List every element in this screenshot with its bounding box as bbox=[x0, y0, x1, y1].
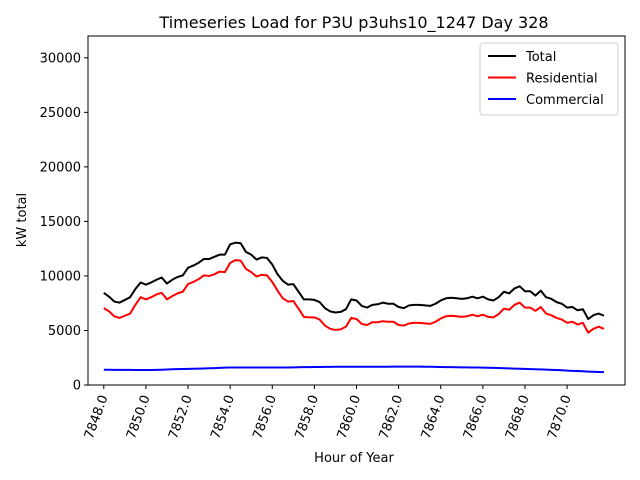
series-line-commercial bbox=[103, 365, 604, 374]
y-tick-label: 25000 bbox=[40, 106, 81, 121]
x-tick-label: 7868.0 bbox=[503, 393, 533, 441]
y-axis-title: kW total bbox=[15, 193, 30, 247]
x-tick-label: 7864.0 bbox=[419, 393, 449, 441]
x-tick-label: 7866.0 bbox=[461, 393, 491, 441]
legend-box bbox=[479, 42, 619, 116]
legend-label-residential: Residential bbox=[526, 72, 598, 87]
y-tick-label: 10000 bbox=[40, 269, 81, 284]
legend: Total Residential Commercial bbox=[479, 42, 619, 116]
x-tick-label: 7852.0 bbox=[166, 393, 196, 441]
series-layer bbox=[103, 241, 605, 374]
x-axis-title: Hour of Year bbox=[314, 451, 394, 466]
x-tick-label: 7862.0 bbox=[377, 393, 407, 441]
series-line-residential bbox=[103, 259, 605, 334]
legend-label-commercial: Commercial bbox=[526, 93, 604, 108]
x-tick-label: 7858.0 bbox=[292, 393, 322, 441]
y-axis: 0 5000 10000 15000 20000 25000 30000 bbox=[40, 51, 88, 394]
x-tick-label: 7848.0 bbox=[82, 393, 112, 441]
chart-title: Timeseries Load for P3U p3uhs10_1247 Day… bbox=[158, 13, 548, 33]
legend-label-total: Total bbox=[525, 50, 556, 65]
y-tick-label: 15000 bbox=[40, 215, 81, 230]
series-line-total bbox=[103, 241, 605, 321]
y-tick-label: 30000 bbox=[40, 51, 81, 66]
x-tick-label: 7860.0 bbox=[335, 393, 365, 441]
y-tick-label: 0 bbox=[73, 379, 81, 394]
x-axis: 7848.0 7850.0 7852.0 7854.0 7856.0 7858.0 7860… bbox=[82, 385, 575, 441]
x-tick-label: 7856.0 bbox=[250, 393, 280, 441]
x-tick-label: 7870.0 bbox=[545, 393, 575, 441]
y-tick-label: 20000 bbox=[40, 160, 81, 175]
x-tick-label: 7854.0 bbox=[208, 393, 238, 441]
x-tick-label: 7850.0 bbox=[124, 393, 154, 441]
y-tick-label: 5000 bbox=[48, 324, 81, 339]
